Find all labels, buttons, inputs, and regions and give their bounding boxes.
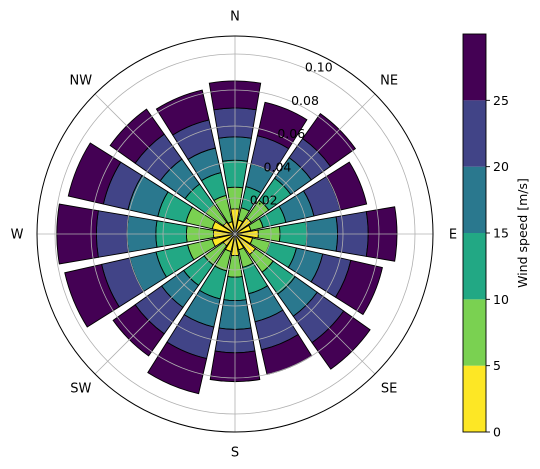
direction-label: S <box>231 446 239 461</box>
colorbar-tick-label: 20 <box>493 159 509 174</box>
colorbar-label: Wind speed [m/s] <box>515 178 530 288</box>
radial-tick-labels: 0.02 0.04 0.06 0.08 0.10 <box>250 60 333 208</box>
polar-grid <box>37 36 433 432</box>
colorbar-segment <box>463 365 486 432</box>
colorbar-segment <box>463 34 486 101</box>
colorbar-segment <box>463 100 486 167</box>
wind-bar-segment <box>155 89 210 136</box>
direction-label: W <box>11 228 24 243</box>
angular-grid-line <box>234 233 376 375</box>
radial-tick-label: 0.06 <box>277 126 305 141</box>
angular-grid-line <box>234 93 376 235</box>
colorbar-tick-label: 0 <box>493 425 501 440</box>
direction-label: NW <box>70 73 93 88</box>
direction-label: SW <box>70 382 91 397</box>
wind-bar-segment <box>334 259 383 316</box>
colorbar-segment <box>463 166 486 233</box>
direction-label: NE <box>380 73 398 88</box>
colorbar-tick-label: 15 <box>493 226 509 241</box>
radial-tick-label: 0.04 <box>264 159 292 174</box>
wind-bar-segment <box>147 341 208 395</box>
wind-rose-bars <box>56 80 398 395</box>
direction-label: SE <box>381 382 397 397</box>
colorbar-tick-label: 25 <box>493 93 509 108</box>
radial-tick-label: 0.08 <box>291 93 319 108</box>
colorbar-segment <box>463 233 486 300</box>
angular-grid-line <box>94 233 236 375</box>
colorbar: 0 5 10 15 20 25 Wind speed [m/s] <box>462 33 530 440</box>
angular-grid-line <box>94 93 236 235</box>
colorbar-tick-label: 5 <box>493 358 501 373</box>
direction-labels: N NE E SE S SW W NW <box>11 10 458 461</box>
colorbar-tick-label: 10 <box>493 292 509 307</box>
wind-bar-segment <box>67 142 122 205</box>
colorbar-segment <box>463 299 486 366</box>
radial-tick-label: 0.02 <box>250 193 278 208</box>
direction-label: N <box>230 10 240 25</box>
wind-bar-segment <box>64 263 120 328</box>
polar-outer-ring <box>36 35 434 433</box>
wind-bar-segment <box>256 101 308 150</box>
radial-tick-label: 0.10 <box>305 60 333 75</box>
direction-label: E <box>449 228 457 243</box>
